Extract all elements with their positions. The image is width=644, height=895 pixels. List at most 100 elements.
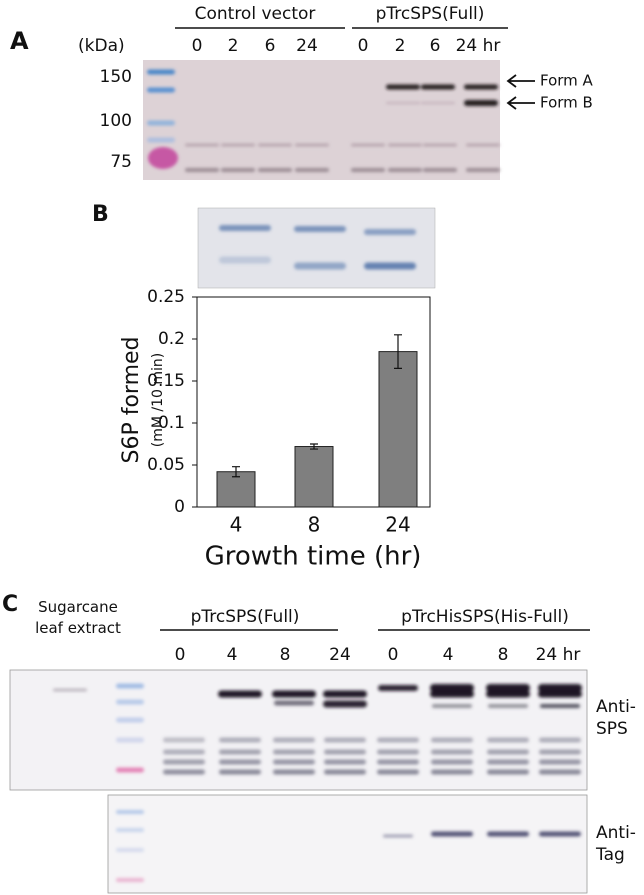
band bbox=[294, 262, 346, 270]
y-tick-label: 0 bbox=[174, 497, 185, 517]
blot-label: Anti-SPS bbox=[596, 697, 636, 739]
band bbox=[487, 831, 529, 837]
band bbox=[364, 229, 416, 235]
panel-label: C bbox=[2, 592, 18, 617]
band bbox=[487, 749, 529, 755]
band bbox=[324, 737, 366, 743]
marker-label: 100 bbox=[100, 111, 132, 131]
band bbox=[116, 828, 144, 832]
band bbox=[273, 759, 315, 765]
error-bar bbox=[310, 443, 318, 450]
band bbox=[539, 831, 581, 837]
band bbox=[116, 848, 144, 852]
band bbox=[383, 834, 413, 838]
band bbox=[218, 690, 262, 698]
band bbox=[324, 749, 366, 755]
group-label: pTrcHisSPS(His-Full) bbox=[401, 607, 569, 627]
y-tick-label: 0.25 bbox=[147, 287, 185, 307]
band bbox=[53, 688, 87, 692]
band bbox=[487, 759, 529, 765]
band bbox=[421, 102, 455, 104]
band bbox=[539, 769, 581, 775]
panel-label: A bbox=[10, 27, 29, 55]
x-axis-label: Growth time (hr) bbox=[205, 542, 422, 572]
blot-label: Anti-Tag bbox=[596, 823, 636, 865]
band bbox=[540, 704, 580, 708]
band bbox=[185, 168, 219, 172]
band bbox=[431, 769, 473, 775]
extract-label: Sugarcane leaf extract bbox=[35, 598, 121, 637]
band bbox=[147, 69, 175, 75]
band bbox=[221, 143, 255, 147]
band bbox=[163, 737, 205, 743]
y-tick-label: 0.05 bbox=[147, 455, 185, 475]
band bbox=[378, 685, 418, 691]
band bbox=[423, 168, 457, 172]
band bbox=[466, 168, 500, 172]
band bbox=[323, 700, 367, 708]
band bbox=[219, 737, 261, 743]
band bbox=[388, 143, 422, 147]
lane-label: 4 bbox=[443, 645, 454, 665]
lane-label: 24 bbox=[329, 645, 351, 665]
lane-label: 6 bbox=[430, 36, 441, 56]
band bbox=[258, 168, 292, 172]
bar bbox=[378, 351, 418, 508]
band bbox=[486, 684, 530, 692]
arrow bbox=[506, 74, 535, 88]
band bbox=[324, 759, 366, 765]
lane-label: 0 bbox=[192, 36, 203, 56]
band bbox=[295, 168, 329, 172]
band bbox=[377, 769, 419, 775]
band bbox=[538, 684, 582, 692]
band bbox=[539, 749, 581, 755]
group-label: Control vector bbox=[195, 4, 316, 24]
y-tick-label: 0.1 bbox=[158, 413, 185, 433]
band bbox=[386, 84, 420, 90]
band bbox=[377, 749, 419, 755]
form-label: Form B bbox=[540, 94, 593, 112]
band bbox=[488, 704, 528, 708]
band bbox=[147, 87, 175, 93]
band bbox=[273, 769, 315, 775]
band bbox=[219, 256, 271, 264]
band bbox=[116, 683, 144, 689]
error-bar bbox=[232, 466, 240, 478]
lane-label: 24 hr bbox=[536, 645, 581, 665]
band bbox=[163, 749, 205, 755]
blot bbox=[143, 60, 500, 180]
band bbox=[185, 143, 219, 147]
form-label: Form A bbox=[540, 72, 594, 90]
band bbox=[431, 749, 473, 755]
band bbox=[386, 102, 420, 104]
band bbox=[486, 690, 530, 698]
band bbox=[116, 717, 144, 723]
band bbox=[377, 737, 419, 743]
band bbox=[430, 684, 474, 692]
band bbox=[116, 878, 144, 882]
band bbox=[221, 168, 255, 172]
x-tick-label: 4 bbox=[230, 513, 243, 537]
band bbox=[388, 168, 422, 172]
band bbox=[351, 143, 385, 147]
x-tick-label: 8 bbox=[308, 513, 321, 537]
band bbox=[163, 769, 205, 775]
group-label: pTrcSPS(Full) bbox=[376, 4, 485, 24]
y-axis-sublabel: (mM /10 min) bbox=[150, 353, 166, 447]
band bbox=[464, 100, 498, 106]
band bbox=[219, 749, 261, 755]
lane-label: 24 bbox=[296, 36, 318, 56]
band bbox=[147, 120, 175, 126]
y-tick-label: 0.2 bbox=[158, 329, 185, 349]
blot bbox=[107, 794, 588, 894]
band bbox=[147, 137, 175, 143]
bar bbox=[294, 446, 334, 508]
band bbox=[431, 737, 473, 743]
band bbox=[294, 226, 346, 232]
band bbox=[323, 690, 367, 698]
band bbox=[219, 759, 261, 765]
band bbox=[430, 690, 474, 698]
band bbox=[421, 84, 455, 90]
lane-label: 6 bbox=[265, 36, 276, 56]
